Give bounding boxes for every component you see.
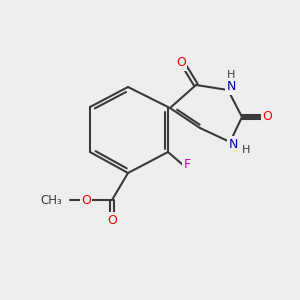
Text: O: O	[262, 110, 272, 124]
Text: N: N	[228, 137, 238, 151]
Text: H: H	[227, 70, 235, 80]
Text: O: O	[107, 214, 117, 226]
Text: O: O	[81, 194, 91, 206]
Text: N: N	[226, 80, 236, 94]
Text: F: F	[183, 158, 190, 172]
Text: O: O	[176, 56, 186, 70]
Text: H: H	[242, 145, 250, 155]
Text: CH₃: CH₃	[40, 194, 62, 206]
